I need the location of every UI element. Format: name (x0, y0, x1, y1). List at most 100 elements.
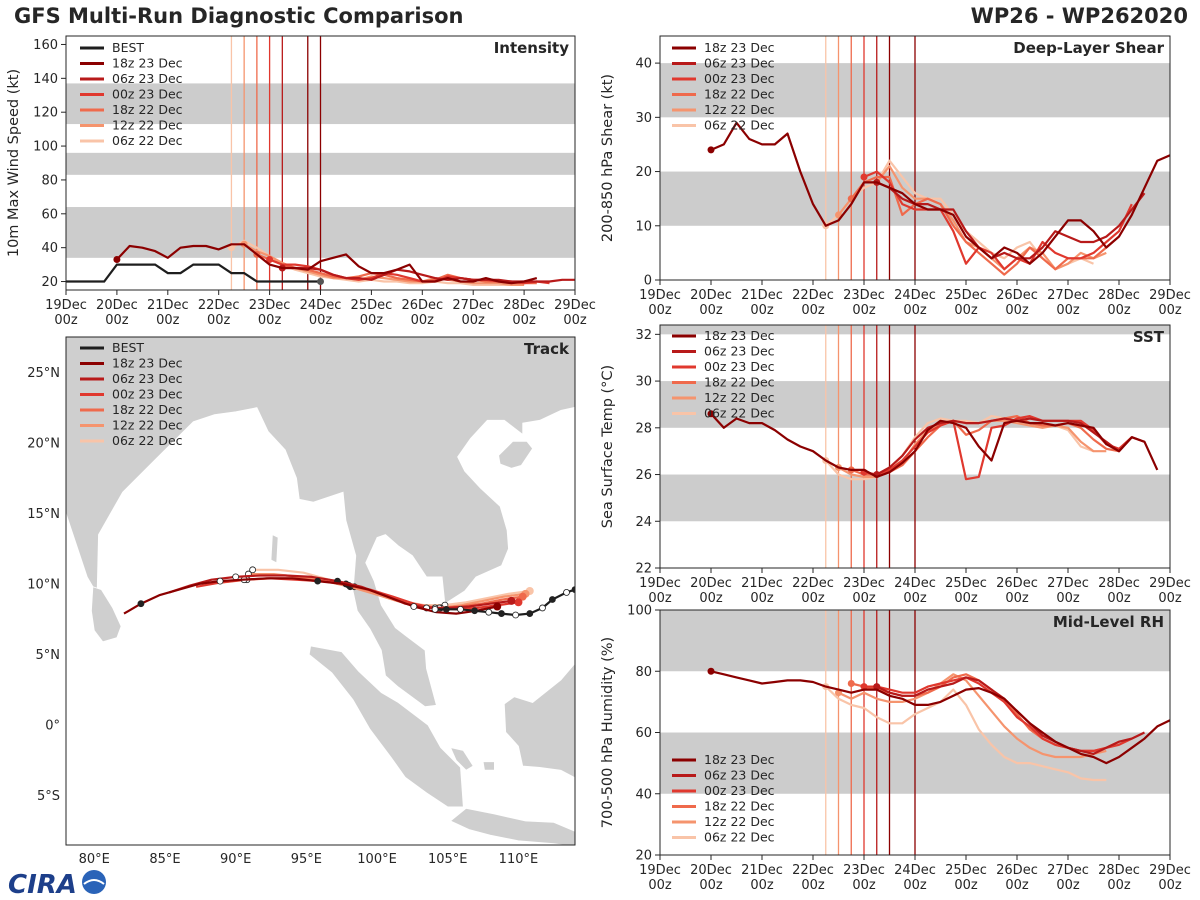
shear-xtick-label: 21Dec (741, 288, 783, 303)
track-best-marker (457, 605, 464, 613)
intensity-title: Intensity (494, 39, 570, 57)
rh-panel: 2040608010019Dec00z20Dec00z21Dec00z22Dec… (600, 604, 1191, 894)
sst-ytick-label: 30 (635, 375, 652, 390)
shear-xtick-label: 28Dec (1098, 288, 1140, 303)
intensity-ytick-label: 60 (41, 207, 58, 222)
cira-logo: CIRA (8, 870, 106, 898)
shear-xtick-sublabel: 00z (1005, 303, 1029, 318)
shear-panel: 01020304019Dec00z20Dec00z21Dec00z22Dec00… (600, 35, 1191, 318)
track-best-marker (471, 607, 479, 615)
sst-xtick-sublabel: 00z (852, 591, 876, 606)
sst-xtick-label: 19Dec (639, 576, 681, 591)
track-legend-label-run-5: 06z 22 Dec (112, 433, 183, 448)
rh-legend-label-run-2: 00z 23 Dec (704, 783, 775, 798)
shear-legend-label-run-2: 00z 23 Dec (704, 71, 775, 86)
shear-legend-label-run-0: 18z 23 Dec (704, 40, 775, 55)
rh-xtick-label: 19Dec (639, 863, 681, 878)
sst-xtick-label: 26Dec (996, 576, 1038, 591)
shear-series-line (710, 121, 1170, 265)
shear-xtick-label: 22Dec (792, 288, 834, 303)
intensity-xtick-label: 20Dec (96, 298, 138, 313)
rh-series-init-point (873, 683, 881, 691)
sst-ytick-label: 28 (635, 421, 652, 436)
track-ytick-label: 5°S (37, 789, 60, 804)
sst-xtick-sublabel: 00z (801, 591, 825, 606)
sst-xtick-label: 27Dec (1047, 576, 1089, 591)
shear-ytick-label: 40 (635, 57, 652, 72)
intensity-legend-label-run-1: 06z 23 Dec (112, 71, 183, 86)
sst-series-line (710, 413, 1159, 478)
sst-ytick-label: 24 (635, 515, 652, 530)
track-ytick-label: 10°N (27, 577, 60, 592)
shear-ylabel: 200-850 hPa Shear (kt) (600, 74, 616, 242)
intensity-xtick-sublabel: 00z (54, 313, 78, 328)
rh-xtick-sublabel: 00z (954, 878, 978, 893)
sst-ytick-label: 32 (635, 328, 652, 343)
shear-xtick-label: 23Dec (843, 288, 885, 303)
track-legend-label-run-1: 06z 23 Dec (112, 371, 183, 386)
sst-xtick-sublabel: 00z (903, 591, 927, 606)
intensity-xtick-sublabel: 00z (360, 313, 384, 328)
rh-legend-label-run-3: 18z 22 Dec (704, 799, 775, 814)
shear-xtick-sublabel: 00z (801, 303, 825, 318)
land-java (449, 807, 575, 845)
sst-xtick-sublabel: 00z (954, 591, 978, 606)
rh-xtick-label: 24Dec (894, 863, 936, 878)
intensity-xtick-sublabel: 00z (411, 313, 435, 328)
track-plot-area (66, 337, 575, 845)
shear-xtick-sublabel: 00z (1158, 303, 1182, 318)
sst-ytick-label: 26 (635, 468, 652, 483)
rh-legend-label-run-5: 06z 22 Dec (704, 830, 775, 845)
rh-series-line (710, 670, 1170, 765)
intensity-ytick-label: 120 (33, 106, 58, 121)
sst-ytick-label: 22 (635, 562, 652, 577)
shear-ytick-label: 30 (635, 111, 652, 126)
sst-xtick-label: 29Dec (1149, 576, 1191, 591)
track-series-init-point (507, 596, 516, 605)
rh-title: Mid-Level RH (1053, 613, 1164, 631)
rh-xtick-label: 29Dec (1149, 863, 1191, 878)
rh-xtick-sublabel: 00z (801, 878, 825, 893)
land-andaman (270, 533, 279, 564)
rh-legend-label-run-1: 06z 23 Dec (704, 768, 775, 783)
rh-xtick-label: 22Dec (792, 863, 834, 878)
intensity-ytick-label: 160 (33, 38, 58, 53)
shear-ytick-label: 20 (635, 165, 652, 180)
sst-xtick-sublabel: 00z (648, 591, 672, 606)
sst-xtick-sublabel: 00z (1005, 591, 1029, 606)
rh-xtick-sublabel: 00z (699, 878, 723, 893)
shear-xtick-sublabel: 00z (852, 303, 876, 318)
land-mainland-asia (66, 337, 575, 708)
rh-series-init-point (707, 667, 715, 675)
shear-series-line (837, 165, 1107, 271)
shear-xtick-label: 20Dec (690, 288, 732, 303)
shear-legend-label-run-3: 18z 22 Dec (704, 87, 775, 102)
rh-ytick-label: 60 (635, 726, 652, 741)
intensity-series-init-point (113, 256, 121, 264)
shear-plot-area (660, 36, 1170, 280)
sst-xtick-label: 28Dec (1098, 576, 1140, 591)
rh-xtick-label: 20Dec (690, 863, 732, 878)
track-series-init-point (514, 598, 523, 607)
intensity-xtick-sublabel: 00z (512, 313, 536, 328)
shear-xtick-sublabel: 00z (954, 303, 978, 318)
track-best-marker (571, 586, 575, 593)
rh-xtick-sublabel: 00z (1158, 878, 1182, 893)
rh-xtick-sublabel: 00z (1005, 878, 1029, 893)
rh-xtick-label: 26Dec (996, 863, 1038, 878)
land-bangka (449, 747, 474, 771)
track-xtick-label: 100°E (357, 852, 397, 867)
track-position-marker (314, 577, 322, 585)
shear-xtick-sublabel: 00z (750, 303, 774, 318)
intensity-ylabel: 10m Max Wind Speed (kt) (6, 69, 22, 257)
rh-legend-label-run-4: 12z 22 Dec (704, 814, 775, 829)
track-legend-label-best: BEST (112, 340, 144, 355)
track-best-marker (512, 611, 520, 619)
intensity-xtick-label: 19Dec (45, 298, 87, 313)
track-xtick-label: 85°E (149, 852, 180, 867)
sst-xtick-label: 23Dec (843, 576, 885, 591)
shear-ytick-label: 10 (635, 219, 652, 234)
track-series-init-point (518, 592, 527, 601)
